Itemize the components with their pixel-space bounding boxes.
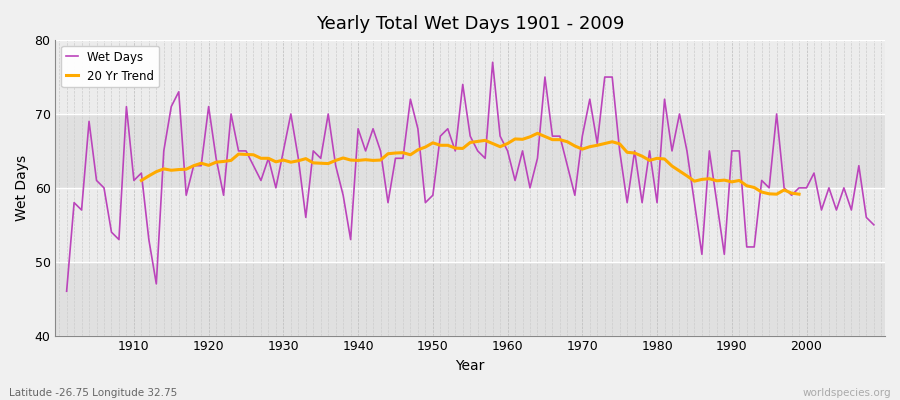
20 Yr Trend <box>136 178 147 183</box>
Wet Days <box>509 178 520 183</box>
20 Yr Trend <box>794 192 805 196</box>
Wet Days <box>61 289 72 294</box>
Text: Latitude -26.75 Longitude 32.75: Latitude -26.75 Longitude 32.75 <box>9 388 177 398</box>
Bar <box>56 114 885 188</box>
Wet Days <box>121 104 131 109</box>
20 Yr Trend <box>771 192 782 196</box>
Y-axis label: Wet Days: Wet Days <box>15 155 29 221</box>
Title: Yearly Total Wet Days 1901 - 2009: Yearly Total Wet Days 1901 - 2009 <box>316 15 625 33</box>
Wet Days <box>330 163 341 168</box>
Legend: Wet Days, 20 Yr Trend: Wet Days, 20 Yr Trend <box>61 46 159 87</box>
20 Yr Trend <box>390 151 400 156</box>
Wet Days <box>599 75 610 80</box>
20 Yr Trend <box>472 139 483 144</box>
Bar <box>56 40 885 114</box>
X-axis label: Year: Year <box>455 359 485 373</box>
20 Yr Trend <box>218 159 229 164</box>
Line: 20 Yr Trend: 20 Yr Trend <box>141 133 799 194</box>
Bar <box>56 262 885 336</box>
20 Yr Trend <box>532 131 543 136</box>
Bar <box>56 188 885 262</box>
Line: Wet Days: Wet Days <box>67 62 874 291</box>
Wet Days <box>285 112 296 116</box>
Text: worldspecies.org: worldspecies.org <box>803 388 891 398</box>
Wet Days <box>487 60 498 65</box>
Wet Days <box>868 222 879 227</box>
Wet Days <box>502 148 513 153</box>
20 Yr Trend <box>203 163 214 168</box>
20 Yr Trend <box>726 180 737 184</box>
20 Yr Trend <box>271 160 282 164</box>
